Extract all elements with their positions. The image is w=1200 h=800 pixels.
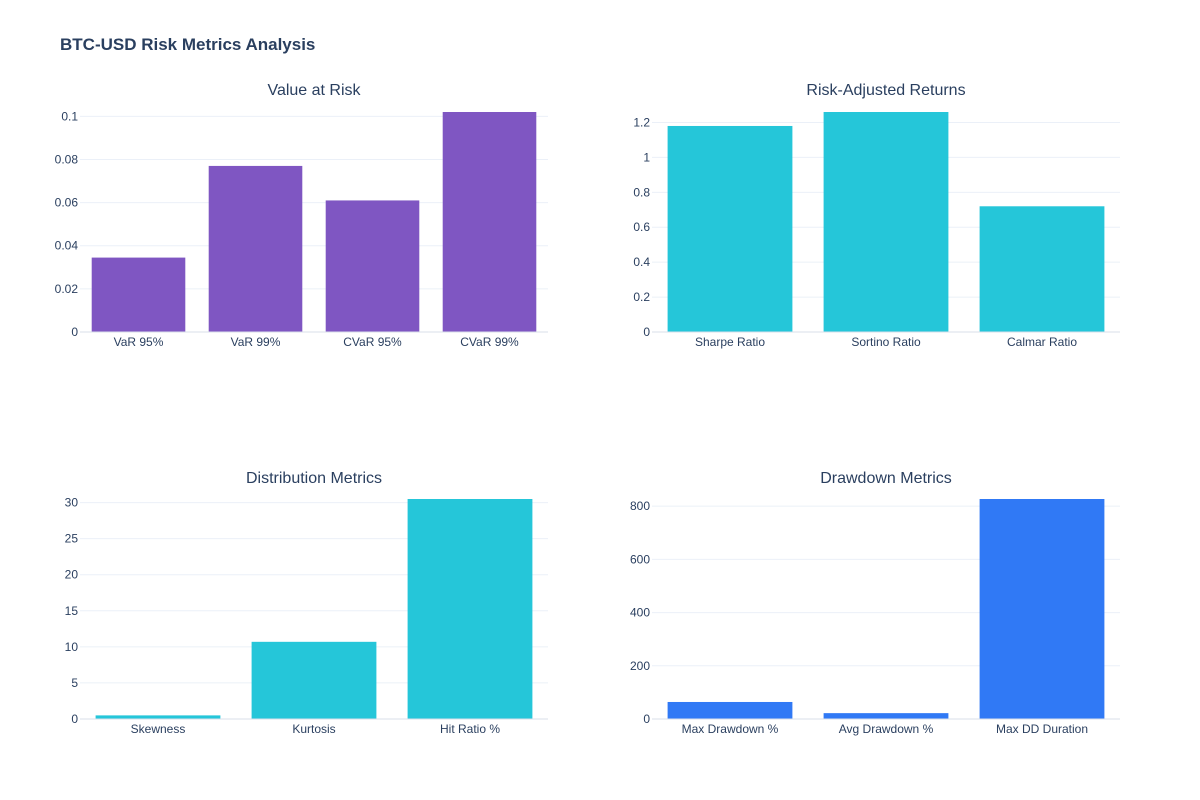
bar-avg-drawdown <box>823 713 949 719</box>
x-tick-label: Max Drawdown % <box>682 722 779 736</box>
subplot-title: Risk-Adjusted Returns <box>806 82 965 99</box>
y-tick-label: 1 <box>643 150 650 164</box>
subplot-3: 0 5 10 15 20 25 30 Skewness Kurtosis Hit Ratio % D… <box>65 470 548 736</box>
bar-calmar-ratio <box>979 206 1105 332</box>
bar-kurtosis <box>251 641 377 719</box>
figure-title: BTC-USD Risk Metrics Analysis <box>60 35 315 54</box>
bar-hit-ratio <box>407 499 533 719</box>
bar-sharpe-ratio <box>667 125 793 332</box>
y-tick-label: 200 <box>630 659 650 673</box>
subplot-4: 0 200 400 600 800 Max Drawdown % Avg Drawdown … <box>630 470 1120 736</box>
y-tick-label: 5 <box>71 676 78 690</box>
x-tick-label: CVaR 99% <box>460 335 519 349</box>
y-tick-label: 20 <box>65 568 79 582</box>
y-tick-label: 0 <box>643 712 650 726</box>
subplot-title: Value at Risk <box>267 82 361 99</box>
y-tick-label: 600 <box>630 552 650 566</box>
bar-sortino-ratio <box>823 112 949 332</box>
y-tick-label: 0.2 <box>633 290 650 304</box>
y-tick-label: 30 <box>65 496 79 510</box>
x-tick-label: Sharpe Ratio <box>695 335 765 349</box>
y-tick-label: 400 <box>630 606 650 620</box>
bar-cvar-95 <box>325 200 420 332</box>
y-tick-label: 0.04 <box>55 239 79 253</box>
y-tick-label: 10 <box>65 640 79 654</box>
y-tick-label: 0 <box>643 325 650 339</box>
bar-cvar-99 <box>442 112 537 332</box>
x-tick-label: Skewness <box>131 722 186 736</box>
subplot-grid: 0 0.02 0.04 0.06 0.08 0.1 VaR 95% VaR 99% CVaR 9… <box>55 82 1120 736</box>
x-tick-label: VaR 99% <box>231 335 281 349</box>
y-tick-label: 0 <box>71 325 78 339</box>
x-tick-label: Max DD Duration <box>996 722 1088 736</box>
x-tick-label: Avg Drawdown % <box>839 722 934 736</box>
bar-skewness <box>95 715 221 719</box>
subplot-title: Distribution Metrics <box>246 470 382 487</box>
x-tick-label: CVaR 95% <box>343 335 402 349</box>
subplot-2: 0 0.2 0.4 0.6 0.8 1 1.2 Sharpe Ratio Sortino Rat… <box>633 82 1120 349</box>
bar-max-drawdown <box>667 701 793 719</box>
bar-max-dd-duration <box>979 499 1105 719</box>
bar-var-99 <box>208 165 303 332</box>
y-tick-label: 0 <box>71 712 78 726</box>
y-tick-label: 1.2 <box>633 115 650 129</box>
y-tick-label: 0.02 <box>55 282 79 296</box>
y-tick-label: 15 <box>65 604 79 618</box>
bar-var-95 <box>91 257 186 332</box>
x-tick-label: Kurtosis <box>292 722 335 736</box>
subplot-title: Drawdown Metrics <box>820 470 952 487</box>
x-tick-label: Calmar Ratio <box>1007 335 1077 349</box>
y-tick-label: 0.8 <box>633 185 650 199</box>
x-tick-label: Sortino Ratio <box>851 335 921 349</box>
y-tick-label: 800 <box>630 499 650 513</box>
y-tick-label: 0.4 <box>633 255 650 269</box>
y-tick-label: 0.06 <box>55 196 79 210</box>
y-tick-label: 25 <box>65 532 79 546</box>
y-tick-label: 0.08 <box>55 152 79 166</box>
y-tick-label: 0.1 <box>61 109 78 123</box>
y-tick-label: 0.6 <box>633 220 650 234</box>
x-tick-label: VaR 95% <box>114 335 164 349</box>
subplot-1: 0 0.02 0.04 0.06 0.08 0.1 VaR 95% VaR 99% CVaR 9… <box>55 82 548 349</box>
x-tick-label: Hit Ratio % <box>440 722 500 736</box>
